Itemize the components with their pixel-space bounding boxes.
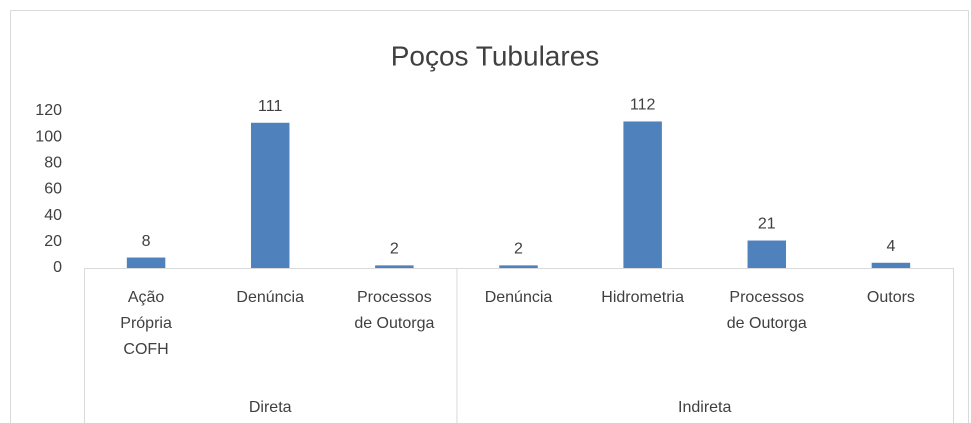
x-tick-label: Própria [120, 315, 172, 332]
bar [375, 265, 414, 268]
bar [250, 122, 290, 269]
value-label: 21 [758, 216, 776, 233]
bar [126, 257, 166, 268]
x-tick-label: Outors [867, 289, 915, 306]
group-label: Indireta [678, 399, 731, 416]
x-tick-label: de Outorga [354, 315, 434, 332]
y-tick-label: 40 [44, 207, 62, 224]
y-tick-label: 80 [44, 155, 62, 172]
y-tick-label: 100 [35, 128, 62, 145]
value-label: 8 [142, 233, 151, 250]
bar [747, 240, 787, 268]
x-tick-label: COFH [123, 341, 168, 358]
bar [623, 121, 662, 268]
x-tick-label: Hidrometria [601, 289, 684, 306]
value-label: 112 [630, 97, 656, 114]
x-tick-label: Denúncia [485, 289, 553, 306]
bar [871, 262, 911, 268]
x-tick-label: Ação [128, 289, 165, 306]
value-label: 2 [390, 241, 399, 258]
y-tick-label: 120 [35, 102, 62, 119]
x-tick-label: de Outorga [727, 315, 807, 332]
y-tick-label: 0 [53, 259, 62, 276]
value-label: 111 [258, 98, 282, 115]
x-tick-label: Processos [357, 289, 432, 306]
value-label: 4 [886, 238, 895, 255]
value-label: 2 [514, 241, 523, 258]
y-tick-label: 20 [44, 233, 62, 250]
chart-title: Poços Tubulares [391, 40, 600, 71]
x-tick-label: Denúncia [236, 289, 304, 306]
y-tick-label: 60 [44, 181, 62, 198]
bar [499, 265, 538, 268]
group-label: Direta [249, 399, 292, 416]
x-tick-label: Processos [729, 289, 804, 306]
